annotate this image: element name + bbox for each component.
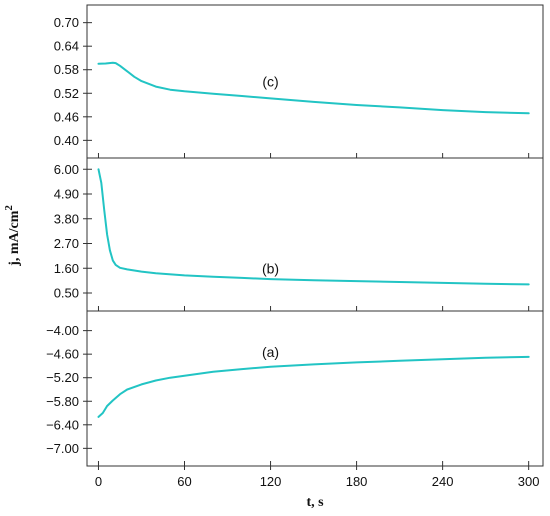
x-tick-label: 60 [177, 474, 191, 489]
x-axis: 0 60 120 180 240 300 [95, 466, 540, 489]
x-tick-label: 240 [432, 474, 454, 489]
panel-b-series-line [97, 168, 530, 286]
panel-b-ytick-label: 6.00 [54, 162, 79, 177]
x-tick-label: 0 [95, 474, 102, 489]
panel-c: 0.70 0.64 0.58 0.52 0.46 0.40 (c) [54, 4, 544, 159]
panel-b-ytick-label: 3.80 [54, 211, 79, 226]
panel-b: 6.00 4.90 3.80 2.70 1.60 0.50 (b) [54, 157, 544, 312]
panel-c-ytick-label: 0.46 [54, 109, 79, 124]
panel-a-frame [86, 310, 544, 467]
panel-a-ytick-label: −6.40 [46, 417, 79, 432]
panel-a-ytick-label: −5.20 [46, 370, 79, 385]
panel-b-ytick-label: 0.50 [54, 286, 79, 301]
panel-c-ytick-label: 0.40 [54, 133, 79, 148]
panel-b-frame [86, 157, 544, 312]
panel-b-label: (b) [262, 260, 279, 276]
y-axis-title: j, mA/cm2 [3, 205, 22, 267]
panel-c-series-line [97, 61, 530, 115]
x-tick-label: 180 [346, 474, 368, 489]
panel-b-ytick-label: 4.90 [54, 187, 79, 202]
panel-a-ytick-label: −4.00 [46, 323, 79, 338]
panel-c-label: (c) [262, 74, 278, 90]
panel-a-series-line [97, 355, 530, 418]
panel-a-ytick-label: −4.60 [46, 347, 79, 362]
y-axis-title-superscript: 2 [3, 205, 15, 211]
x-tick-label: 120 [260, 474, 282, 489]
panel-c-frame [86, 4, 544, 159]
panel-a-label: (a) [262, 344, 279, 360]
x-axis-title: t, s [306, 495, 324, 510]
x-tick-label: 300 [518, 474, 540, 489]
panel-b-ytick-label: 1.60 [54, 261, 79, 276]
panel-a-ytick-label: −7.00 [46, 441, 79, 456]
panel-c-ytick-label: 0.70 [54, 15, 79, 30]
panels-layer: 0.70 0.64 0.58 0.52 0.46 0.40 (c) 6.00 4.90 3.80 2… [46, 4, 544, 467]
panel-b-ytick-label: 2.70 [54, 236, 79, 251]
panel-c-ytick-label: 0.52 [54, 86, 79, 101]
y-axis-title-main: j, mA/cm [7, 210, 22, 267]
panel-a: −4.00 −4.60 −5.20 −5.80 −6.40 −7.00 (a) [46, 310, 544, 467]
panel-a-ytick-label: −5.80 [46, 394, 79, 409]
panel-c-ytick-label: 0.58 [54, 62, 79, 77]
panel-c-ytick-label: 0.64 [54, 39, 79, 54]
